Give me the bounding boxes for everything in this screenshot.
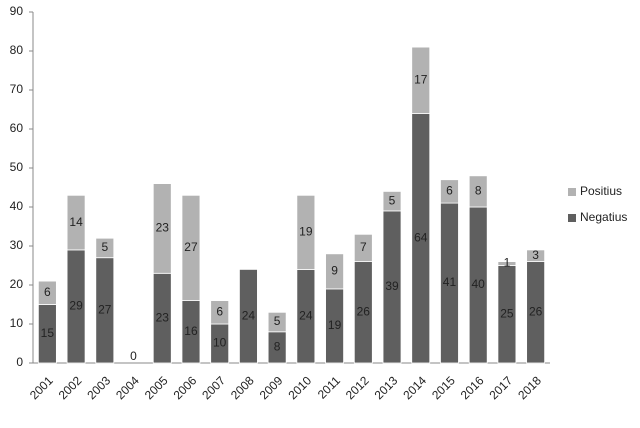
value-label: 40: [472, 277, 486, 291]
bar-segment: [37, 280, 57, 305]
value-label: 19: [328, 318, 342, 332]
bar-segment: [239, 268, 258, 364]
bar-segment: [267, 311, 287, 333]
bar-segment: [497, 261, 517, 266]
value-label: 6: [44, 285, 51, 299]
value-label: 14: [69, 215, 83, 229]
x-tick-label: 2007: [199, 373, 228, 402]
value-label: 39: [385, 279, 399, 293]
bar-segment: [181, 194, 201, 302]
value-label: 23: [156, 310, 170, 324]
value-label: 26: [529, 304, 543, 318]
bar-segment: [296, 194, 316, 270]
value-label: 8: [274, 340, 281, 354]
y-tick-label: 40: [10, 199, 24, 213]
y-tick-label: 60: [10, 121, 24, 135]
value-label: 19: [299, 225, 313, 239]
value-label: 5: [389, 193, 396, 207]
x-tick-label: 2001: [27, 373, 56, 402]
value-label: 27: [98, 303, 112, 317]
value-label: 0: [130, 349, 137, 363]
legend-swatch: [568, 214, 576, 222]
bar-segment: [353, 233, 373, 263]
x-tick-label: 2003: [84, 373, 113, 402]
bar-segment: [66, 194, 86, 251]
value-label: 16: [184, 324, 198, 338]
value-label: 1: [504, 256, 511, 270]
bar-segment: [468, 175, 488, 208]
value-label: 6: [446, 184, 453, 198]
x-tick-label: 2014: [400, 373, 429, 402]
value-label: 26: [357, 304, 371, 318]
value-label: 6: [216, 304, 223, 318]
x-tick-label: 2015: [429, 373, 458, 402]
value-label: 24: [299, 308, 313, 322]
bar-segment: [325, 253, 344, 290]
x-tick-label: 2012: [343, 373, 372, 402]
value-label: 5: [101, 240, 108, 254]
bar-segment: [526, 249, 546, 262]
x-tick-label: 2010: [285, 373, 314, 402]
value-label: 3: [532, 248, 539, 262]
bar-segment: [440, 179, 459, 204]
bar-segment: [210, 300, 230, 325]
legend-swatch: [568, 188, 576, 196]
legend-label: Negatius: [580, 210, 627, 224]
x-tick-label: 2018: [515, 373, 544, 402]
x-tick-label: 2004: [113, 373, 142, 402]
bar-segment: [411, 46, 431, 114]
x-tick-label: 2002: [56, 373, 85, 402]
value-label: 8: [475, 184, 482, 198]
value-label: 27: [184, 240, 198, 254]
y-tick-label: 70: [10, 82, 24, 96]
y-tick-label: 10: [10, 316, 24, 330]
value-label: 7: [360, 240, 367, 254]
value-label: 15: [41, 326, 55, 340]
value-label: 64: [414, 230, 428, 244]
value-label: 41: [443, 275, 457, 289]
bar-segment: [382, 190, 402, 212]
value-label: 17: [414, 72, 428, 86]
y-tick-label: 90: [10, 4, 24, 18]
value-label: 23: [156, 221, 170, 235]
value-label: 5: [274, 314, 281, 328]
value-label: 10: [213, 336, 227, 350]
x-tick-label: 2006: [171, 373, 200, 402]
y-tick-label: 30: [10, 238, 24, 252]
x-tick-label: 2005: [142, 373, 171, 402]
bar-segment: [95, 237, 115, 259]
y-tick-label: 0: [16, 355, 23, 369]
x-tick-label: 2016: [458, 373, 487, 402]
y-tick-label: 80: [10, 43, 24, 57]
x-tick-label: 2008: [228, 373, 257, 402]
x-tick-label: 2009: [257, 373, 286, 402]
legend-label: Positius: [580, 184, 622, 198]
x-tick-label: 2017: [486, 373, 515, 402]
value-label: 25: [500, 306, 514, 320]
value-label: 24: [242, 308, 256, 322]
value-label: 9: [331, 264, 338, 278]
value-label: 29: [69, 299, 83, 313]
y-tick-label: 20: [10, 277, 24, 291]
bar-segment: [152, 183, 172, 274]
x-tick-label: 2011: [315, 373, 343, 401]
x-tick-label: 2013: [372, 373, 401, 402]
y-tick-label: 50: [10, 160, 24, 174]
